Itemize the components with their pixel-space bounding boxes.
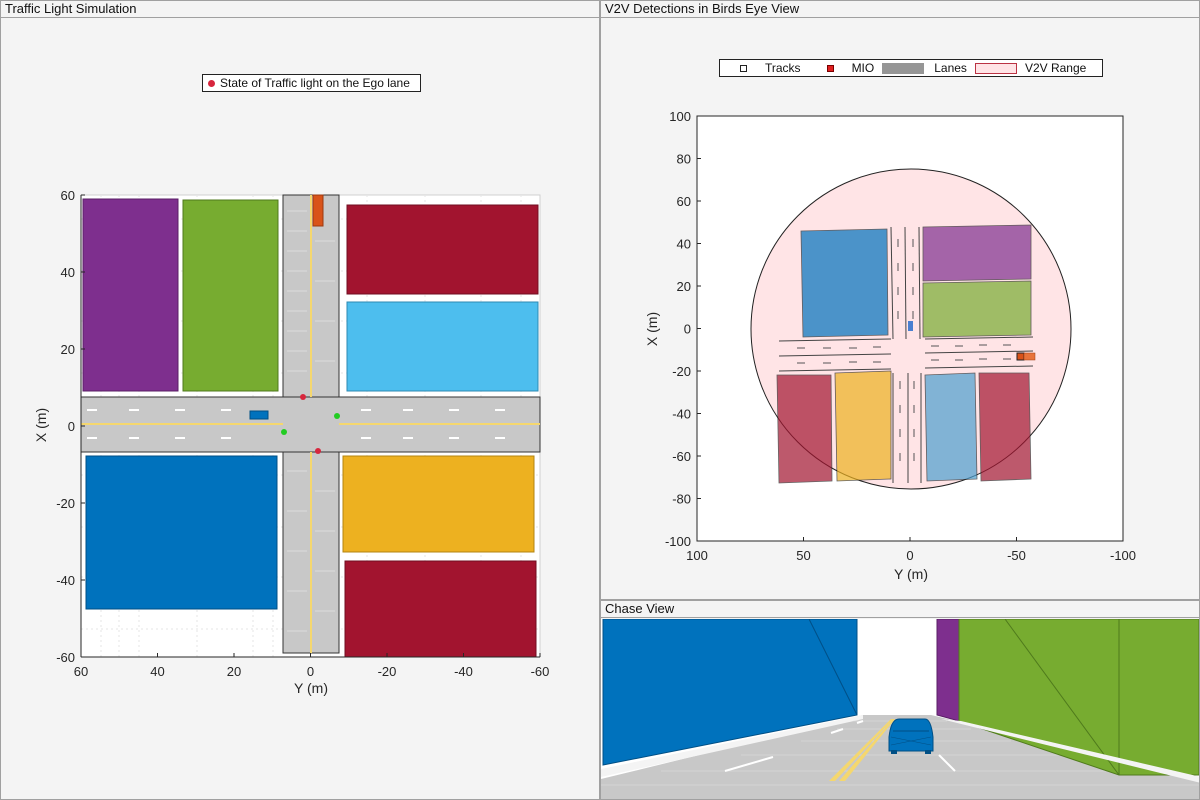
v2v-ylabel-visible: X (m): [644, 312, 660, 346]
panel-title-traffic: Traffic Light Simulation: [1, 1, 599, 18]
traffic-y-tick: -60: [56, 650, 75, 665]
v2v-building-purple: [922, 224, 1032, 282]
v2v-x-tick: -100: [1110, 548, 1136, 563]
tracks-legend-marker: [740, 64, 747, 72]
lanes-legend-label: Lanes: [934, 61, 967, 75]
chase-yellow-lane-2: [839, 719, 895, 781]
traffic-light-east: [334, 413, 340, 419]
traffic-y-tick: -40: [56, 573, 75, 588]
building-green: [182, 199, 279, 392]
intersection: [283, 398, 339, 451]
v2v-y-tick: 0: [684, 322, 691, 337]
traffic-light-south: [315, 448, 321, 454]
building-red-bottom: [344, 560, 537, 658]
v2v-building-red-right: [978, 372, 1032, 482]
traffic-light-legend-marker: [208, 79, 215, 87]
chase-building-blue: [602, 619, 858, 766]
v2v-y-tick: -80: [672, 492, 691, 507]
chase-road: [601, 715, 1199, 799]
v2v-lanes: [778, 226, 1034, 483]
traffic-light-west: [281, 429, 287, 435]
traffic-x-tick: -60: [531, 664, 550, 679]
chase-view-panel: Chase View: [600, 600, 1200, 800]
traffic-xlabel: Y (m): [294, 680, 328, 696]
v2v-x-tick: -50: [1007, 548, 1026, 563]
v2v-buildings: [776, 224, 1032, 484]
traffic-y-tick: 40: [61, 265, 75, 280]
v2v-mio-track: [1016, 352, 1025, 361]
chase-ego-car: [888, 718, 934, 754]
panel-title-v2v: V2V Detections in Birds Eye View: [601, 1, 1199, 18]
v2v-range-legend-label: V2V Range: [1024, 61, 1087, 75]
v2v-x-tick: 0: [906, 548, 913, 563]
mio-legend-marker: [826, 64, 834, 72]
v2v-range-legend-marker: [974, 62, 1017, 74]
v2v-building-blue: [800, 228, 889, 338]
tracks-legend-label: Tracks: [765, 61, 801, 75]
crosswalk-stripes: [287, 210, 335, 632]
v2v-x-tick: 100: [686, 548, 708, 563]
v2v-x-tick: 50: [796, 548, 810, 563]
v2v-building-green: [922, 280, 1032, 338]
building-cyan: [346, 301, 539, 392]
building-yellow: [342, 455, 535, 553]
v2v-y-tick: -20: [672, 364, 691, 379]
traffic-y-tick: 60: [61, 188, 75, 203]
traffic-light-panel: Traffic Light Simulation State of Traffi…: [0, 0, 600, 800]
traffic-light-north: [300, 394, 306, 400]
lane-dashes: [87, 409, 505, 439]
chase-building-blue-edge: [808, 619, 858, 716]
v2v-building-red-left: [776, 374, 833, 484]
v2v-building-lightblue: [924, 372, 978, 482]
building-red-top: [346, 204, 539, 295]
traffic-x-tick: 0: [307, 664, 314, 679]
road-network: [80, 194, 541, 654]
traffic-y-tick: 20: [61, 342, 75, 357]
traffic-y-tick: -20: [56, 496, 75, 511]
v2v-ego-vehicle: [908, 321, 913, 331]
v2v-xlabel: Y (m): [894, 566, 928, 582]
panel-title-chase: Chase View: [601, 601, 1199, 618]
v2v-y-tick: -60: [672, 449, 691, 464]
traffic-y-tick: 0: [68, 419, 75, 434]
traffic-legend-label: State of Traffic light on the Ego lane: [220, 76, 410, 90]
v2v-y-tick: 20: [677, 279, 691, 294]
traffic-ylabel: X (m): [33, 408, 49, 442]
v2v-lane-dashes: [797, 239, 1011, 461]
v2v-y-tick: -100: [665, 534, 691, 549]
building-blue: [85, 455, 278, 610]
chase-building-purple: [936, 619, 960, 722]
mio-legend-label: MIO: [851, 61, 875, 75]
traffic-x-tick: 60: [74, 664, 88, 679]
traffic-x-tick: -20: [378, 664, 397, 679]
building-purple: [82, 198, 179, 392]
v2v-y-tick: -40: [672, 407, 691, 422]
traffic-x-tick: -40: [454, 664, 473, 679]
traffic-legend: State of Traffic light on the Ego lane: [202, 74, 421, 92]
ego-vehicle: [249, 410, 269, 420]
traffic-x-tick: 40: [150, 664, 164, 679]
v2v-target-vehicle: [1023, 352, 1036, 361]
v2v-y-tick: 60: [677, 194, 691, 209]
chase-building-green-edge: [1004, 619, 1120, 776]
v2v-ticks: 100 50 0 -50 -100100806040200-20-40-60-80-10…: [665, 109, 1136, 563]
lanes-legend-marker: [882, 62, 925, 74]
v2v-y-tick: 40: [677, 237, 691, 252]
v2v-panel: V2V Detections in Birds Eye View Tracks …: [600, 0, 1200, 600]
v2v-birds-eye-plot: 100 50 0 -50 -100100806040200-20-40-60-80-10…: [644, 109, 1136, 582]
v2v-legend: Tracks MIO Lanes V2V Range: [719, 59, 1103, 77]
traffic-x-tick: 20: [227, 664, 241, 679]
target-vehicle: [312, 194, 324, 227]
v2v-y-tick: 80: [677, 152, 691, 167]
chase-view-scene: [601, 619, 1199, 799]
chase-road-edge-left: [601, 715, 863, 777]
v2v-y-tick: 100: [669, 109, 691, 124]
chase-yellow-lane: [829, 719, 893, 781]
v2v-building-yellow: [834, 370, 892, 482]
